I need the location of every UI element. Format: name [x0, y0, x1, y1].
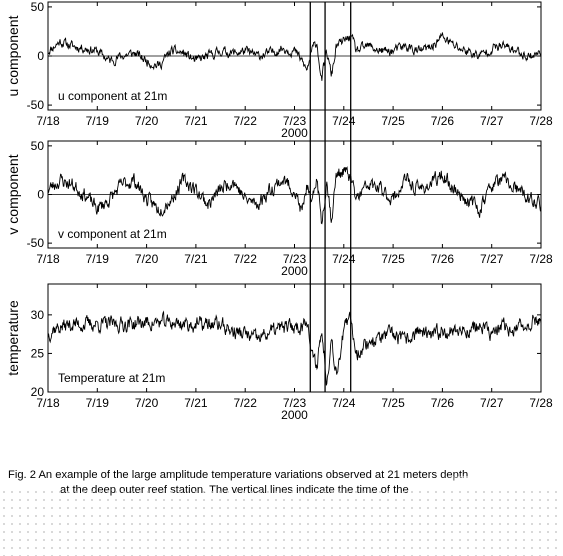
x-tick-label: 7/25: [381, 114, 405, 128]
y-tick-label: 20: [31, 385, 45, 399]
x-tick-label: 7/26: [431, 396, 455, 410]
x-tick-label: 7/25: [381, 252, 405, 266]
x-tick-label: 7/27: [480, 114, 504, 128]
x-tick-label: 7/23: [283, 114, 307, 128]
x-tick-label: 7/26: [431, 114, 455, 128]
y-tick-label: 0: [37, 49, 44, 63]
year-label: 2000: [281, 126, 308, 140]
y-axis-label: v component: [5, 154, 21, 234]
caption-line-1: Fig. 2 An example of the large amplitude…: [8, 469, 469, 481]
y-tick-label: 50: [31, 139, 45, 153]
x-tick-label: 7/19: [86, 114, 110, 128]
x-tick-label: 7/22: [234, 252, 258, 266]
panel-u-component: -50 0 50 7/18 7/19 7/20 7/21 7/22 7/23 7/24 7/25 7/…: [5, 0, 553, 140]
x-tick-label: 7/22: [234, 114, 258, 128]
y-tick-label: -50: [27, 98, 45, 112]
series-line: [47, 166, 542, 225]
x-tick-label: 7/25: [381, 396, 405, 410]
y-tick-label: -50: [27, 236, 45, 250]
x-tick-label: 7/20: [135, 114, 159, 128]
y-tick-label: 30: [31, 308, 45, 322]
panel-annotation: Temperature at 21m: [58, 371, 165, 385]
x-tick-label: 7/24: [332, 396, 356, 410]
x-tick-label: 7/19: [86, 252, 110, 266]
year-label: 2000: [281, 264, 308, 278]
x-tick-label: 7/21: [184, 252, 208, 266]
x-tick-label: 7/20: [135, 396, 159, 410]
panel-temperature: 20 25 30 7/18 7/19 7/20 7/21 7/22 7/23 7/24 7/25 7/…: [5, 283, 553, 422]
x-tick-label: 7/24: [332, 114, 356, 128]
series-line: [47, 32, 542, 81]
x-tick-label: 7/18: [36, 396, 60, 410]
x-tick-label: 7/21: [184, 114, 208, 128]
x-tick-label: 7/18: [36, 252, 60, 266]
series-line: [47, 310, 542, 386]
x-tick-label: 7/22: [234, 396, 258, 410]
y-tick-label: 50: [31, 0, 45, 14]
figure: -50 0 50 7/18 7/19 7/20 7/21 7/22 7/23 7/24 7/25 7/…: [5, 0, 553, 422]
panel-v-component: -50 0 50 7/18 7/19 7/20 7/21 7/22 7/23 7/24 7/25 7/…: [5, 139, 553, 278]
x-tick-label: 7/27: [480, 396, 504, 410]
panel-annotation: v component at 21m: [58, 227, 167, 241]
x-tick-label: 7/24: [332, 252, 356, 266]
x-tick-label: 7/27: [480, 252, 504, 266]
x-tick-label: 7/18: [36, 114, 60, 128]
x-tick-label: 7/23: [283, 396, 307, 410]
dotted-background: [0, 488, 563, 556]
x-tick-label: 7/28: [529, 252, 553, 266]
y-axis-label: temperature: [5, 300, 21, 376]
x-tick-label: 7/26: [431, 252, 455, 266]
y-tick-label: 25: [31, 346, 45, 360]
x-tick-label: 7/21: [184, 396, 208, 410]
x-tick-label: 7/19: [86, 396, 110, 410]
y-tick-label: 0: [37, 188, 44, 202]
y-axis-label: u component: [5, 15, 21, 96]
panel-annotation: u component at 21m: [58, 89, 167, 103]
x-tick-label: 7/20: [135, 252, 159, 266]
event-lines: [309, 2, 352, 392]
x-tick-label: 7/23: [283, 252, 307, 266]
x-tick-label: 7/28: [529, 396, 553, 410]
x-tick-label: 7/28: [529, 114, 553, 128]
year-label: 2000: [281, 408, 308, 422]
